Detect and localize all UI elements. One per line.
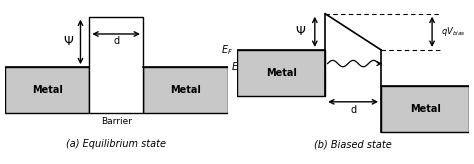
Text: Metal: Metal	[410, 104, 440, 114]
Bar	[381, 86, 469, 132]
Text: $qV_{bias}$: $qV_{bias}$	[440, 25, 465, 38]
Text: d: d	[350, 105, 356, 115]
Text: $E_F$: $E_F$	[0, 60, 1, 74]
Text: $\Psi$: $\Psi$	[63, 35, 74, 48]
Text: $E_F$: $E_F$	[473, 79, 474, 93]
Text: d: d	[113, 36, 119, 46]
Bar	[90, 17, 143, 113]
Text: Metal: Metal	[32, 85, 63, 95]
Text: Metal: Metal	[266, 68, 297, 78]
Bar	[143, 67, 228, 113]
Text: Barrier: Barrier	[100, 117, 132, 126]
Text: $\Psi$: $\Psi$	[295, 25, 306, 38]
Text: (a) Equilibrium state: (a) Equilibrium state	[66, 139, 166, 149]
Text: (b) Biased state: (b) Biased state	[314, 139, 392, 149]
Text: $E_F$: $E_F$	[231, 60, 243, 74]
Bar	[237, 50, 325, 96]
Text: Metal: Metal	[170, 85, 201, 95]
Bar	[5, 67, 90, 113]
Text: $E_F$: $E_F$	[221, 43, 234, 57]
